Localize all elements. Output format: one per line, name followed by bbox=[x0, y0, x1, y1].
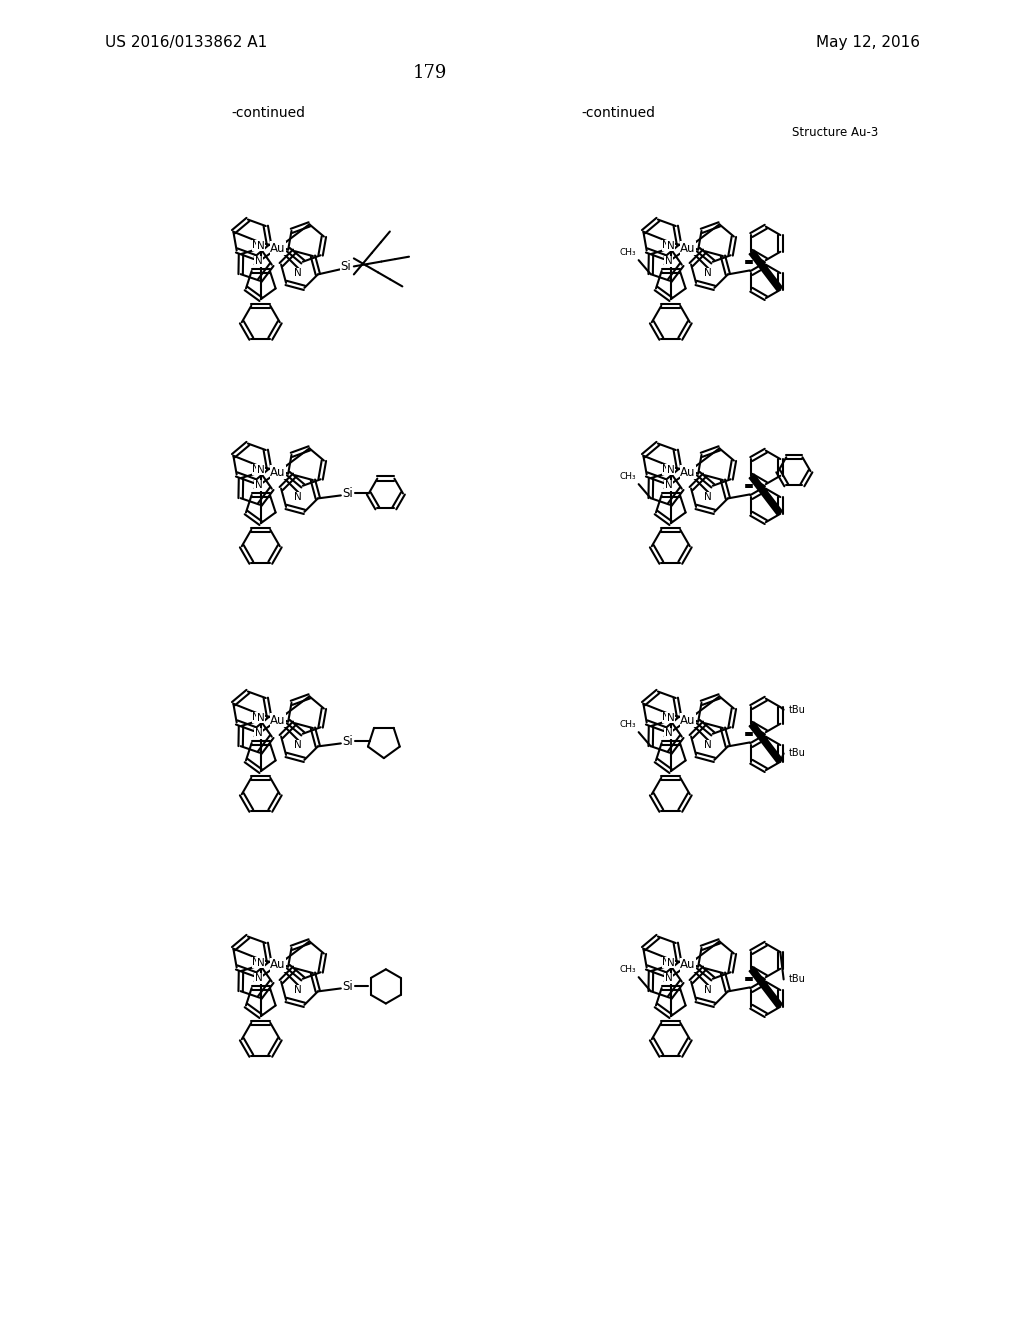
Text: N: N bbox=[294, 492, 301, 503]
Text: N: N bbox=[665, 973, 673, 983]
Text: N: N bbox=[665, 256, 673, 267]
Text: N: N bbox=[257, 465, 264, 475]
Text: N: N bbox=[255, 480, 262, 490]
Text: CH₃: CH₃ bbox=[620, 965, 636, 974]
Text: -continued: -continued bbox=[581, 106, 655, 120]
Text: Au: Au bbox=[680, 958, 695, 972]
Text: N: N bbox=[294, 741, 301, 751]
Text: Si: Si bbox=[342, 735, 353, 748]
Text: CH₃: CH₃ bbox=[620, 721, 636, 729]
Text: Au: Au bbox=[680, 714, 695, 726]
Text: 179: 179 bbox=[413, 63, 447, 82]
Text: Si: Si bbox=[340, 260, 351, 273]
Text: Si: Si bbox=[342, 487, 353, 500]
Text: N: N bbox=[703, 492, 712, 503]
Text: tBu: tBu bbox=[788, 974, 806, 985]
Text: N: N bbox=[252, 957, 260, 968]
Text: N: N bbox=[667, 957, 675, 968]
Text: -continued: -continued bbox=[231, 106, 305, 120]
Text: Au: Au bbox=[270, 242, 286, 255]
Text: N: N bbox=[255, 729, 262, 738]
Text: N: N bbox=[294, 986, 301, 995]
Text: N: N bbox=[257, 957, 264, 968]
Text: N: N bbox=[667, 713, 675, 722]
Text: N: N bbox=[665, 480, 673, 490]
Text: Structure Au-3: Structure Au-3 bbox=[792, 127, 879, 140]
Text: Au: Au bbox=[680, 466, 695, 479]
Text: N: N bbox=[257, 240, 264, 251]
Text: US 2016/0133862 A1: US 2016/0133862 A1 bbox=[105, 34, 267, 49]
Text: N: N bbox=[663, 957, 670, 968]
Text: Si: Si bbox=[342, 979, 353, 993]
Text: N: N bbox=[663, 240, 670, 251]
Text: N: N bbox=[663, 713, 670, 722]
Text: N: N bbox=[255, 256, 262, 267]
Text: N: N bbox=[252, 240, 260, 251]
Text: N: N bbox=[665, 729, 673, 738]
Text: Au: Au bbox=[270, 714, 286, 726]
Text: N: N bbox=[252, 465, 260, 474]
Text: N: N bbox=[667, 240, 675, 251]
Text: N: N bbox=[703, 986, 712, 995]
Text: CH₃: CH₃ bbox=[620, 473, 636, 482]
Text: N: N bbox=[667, 465, 675, 475]
Text: tBu: tBu bbox=[788, 705, 806, 714]
Text: N: N bbox=[255, 973, 262, 983]
Text: N: N bbox=[252, 713, 260, 722]
Text: N: N bbox=[703, 741, 712, 751]
Text: N: N bbox=[663, 465, 670, 474]
Text: May 12, 2016: May 12, 2016 bbox=[816, 34, 920, 49]
Text: CH₃: CH₃ bbox=[620, 248, 636, 257]
Text: Au: Au bbox=[270, 958, 286, 972]
Text: Au: Au bbox=[680, 242, 695, 255]
Text: tBu: tBu bbox=[788, 748, 806, 759]
Text: Au: Au bbox=[270, 466, 286, 479]
Text: N: N bbox=[294, 268, 301, 279]
Text: N: N bbox=[257, 713, 264, 722]
Text: N: N bbox=[703, 268, 712, 279]
